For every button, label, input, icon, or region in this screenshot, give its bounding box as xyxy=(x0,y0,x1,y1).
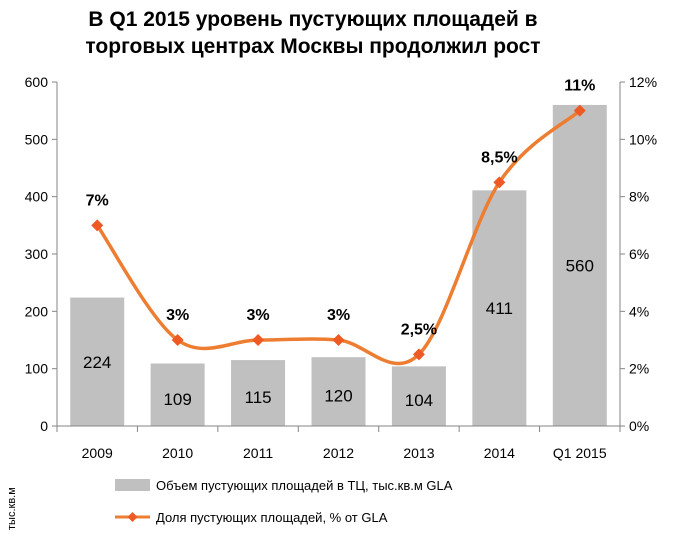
x-tick-label: 2009 xyxy=(82,445,113,461)
line-point-marker xyxy=(91,219,104,232)
y-left-tick-label: 300 xyxy=(25,246,49,262)
bar-value-label: 120 xyxy=(324,387,352,406)
x-tick-label: 2010 xyxy=(162,445,193,461)
bar xyxy=(311,357,366,426)
y-left-tick-label: 400 xyxy=(25,189,49,205)
y-right-tick-label: 6% xyxy=(629,246,649,262)
y-right-tick-label: 8% xyxy=(629,189,649,205)
line-point-marker xyxy=(171,334,184,346)
line-value-labels: 7% 3% 3% 3% 2,5% 8,5% 11% xyxy=(86,78,596,339)
y-right-tick-label: 10% xyxy=(629,131,657,147)
y-left-tick-label: 200 xyxy=(25,303,49,319)
bar-value-label: 411 xyxy=(486,299,513,318)
bar-value-label: 115 xyxy=(245,388,272,407)
legend: Объем пустующих площадей в ТЦ, тыс.кв.м … xyxy=(115,478,453,525)
y-right-tick-label: 4% xyxy=(629,303,649,319)
line-value-label: 3% xyxy=(247,307,270,324)
line-point-marker xyxy=(252,334,265,346)
legend-bar-swatch xyxy=(115,479,150,491)
chart-title-line-2: торговых центрах Москвы продолжил рост xyxy=(85,35,540,58)
legend-line-label: Доля пустующих площадей, % от GLA xyxy=(156,510,388,525)
y-left-tick-label: 100 xyxy=(25,361,49,377)
line-point-marker xyxy=(412,348,425,361)
bar xyxy=(231,360,286,426)
bar-value-labels: 224 109 115 120 104 411 560 xyxy=(83,256,594,410)
y-right-tick-label: 0% xyxy=(629,418,649,434)
line-point-marker xyxy=(332,334,345,346)
line-point-marker xyxy=(493,176,506,189)
line-value-label: 2,5% xyxy=(401,321,437,338)
bar xyxy=(552,104,607,426)
x-tick-label: 2013 xyxy=(403,445,434,461)
line-value-label: 8,5% xyxy=(481,149,517,166)
x-tick-label: Q1 2015 xyxy=(553,445,607,461)
bar-value-label: 224 xyxy=(83,353,111,372)
bar xyxy=(472,190,527,426)
y-right-tick-label: 2% xyxy=(629,361,649,377)
y-axis-unit-label: тыс.кв.м xyxy=(6,487,18,530)
chart-title-line-1: В Q1 2015 уровень пустующих площадей в xyxy=(88,8,537,31)
line-value-label: 3% xyxy=(166,307,189,324)
bar xyxy=(391,366,446,426)
y-left-tick-label: 0 xyxy=(40,418,48,434)
y-right-tick-label: 12% xyxy=(629,74,657,90)
line-value-label: 3% xyxy=(327,307,350,324)
line-value-label: 7% xyxy=(86,192,109,209)
legend-line-marker xyxy=(127,512,138,522)
bar-series xyxy=(70,104,607,426)
bar xyxy=(70,297,125,426)
x-tick-label: 2011 xyxy=(243,445,273,461)
legend-bar-label: Объем пустующих площадей в ТЦ, тыс.кв.м … xyxy=(156,478,453,493)
bar-value-label: 109 xyxy=(163,390,191,409)
x-tick-label: 2012 xyxy=(323,445,354,461)
bar-value-label: 560 xyxy=(566,256,594,275)
line-point-marker xyxy=(573,104,586,117)
bar-value-label: 104 xyxy=(405,391,433,410)
x-tick-label: 2014 xyxy=(484,445,515,461)
line-series xyxy=(91,104,586,366)
y-left-tick-label: 500 xyxy=(25,131,49,147)
bar xyxy=(150,363,205,426)
axes: 0 100 200 300 400 500 600 0% 2% 4% 6% 8% 10% 12% 2009 2… xyxy=(25,74,657,461)
y-left-tick-label: 600 xyxy=(25,74,49,90)
line-value-label: 11% xyxy=(564,78,595,95)
